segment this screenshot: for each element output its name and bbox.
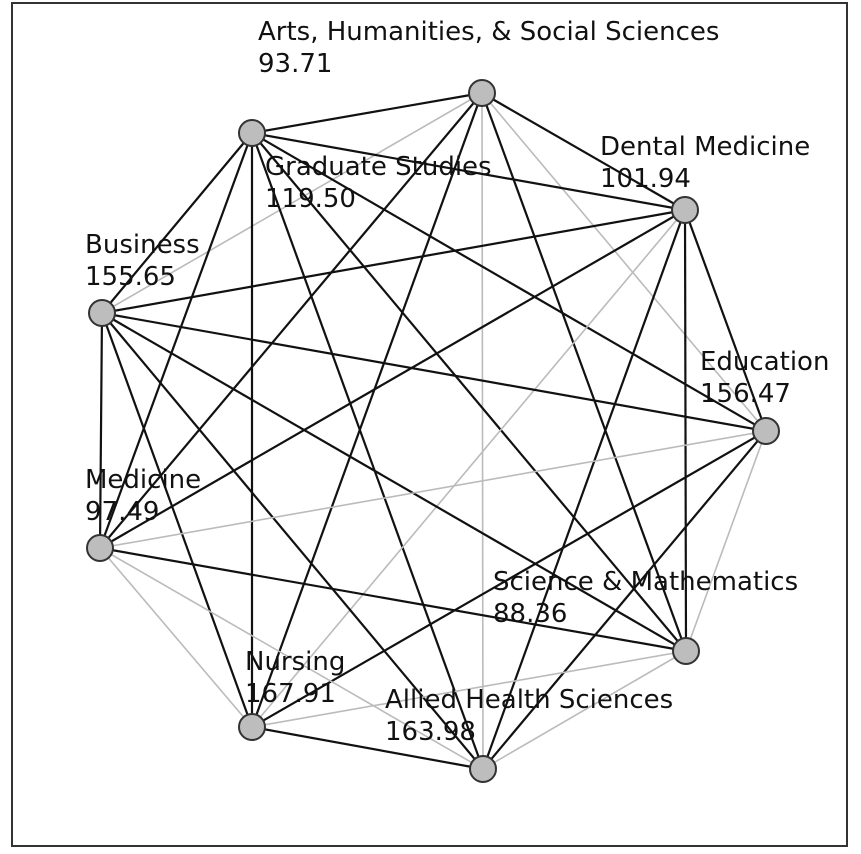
edge	[98, 312, 104, 549]
edge	[480, 92, 688, 652]
edge	[99, 547, 253, 728]
edge	[101, 312, 484, 770]
edge	[99, 92, 483, 549]
node	[238, 119, 266, 147]
node-label: Medicine	[85, 465, 201, 495]
edge	[98, 132, 254, 549]
node-label: Education	[700, 347, 829, 377]
edge	[99, 547, 484, 770]
edge	[683, 209, 768, 432]
node	[752, 417, 780, 445]
node-value: 156.47	[700, 379, 791, 409]
edge	[685, 430, 767, 652]
edge	[250, 132, 485, 770]
node-value: 93.71	[258, 49, 332, 79]
edge	[99, 430, 767, 549]
node	[88, 299, 116, 327]
edge	[101, 92, 483, 314]
edge	[250, 92, 484, 728]
edge	[481, 209, 687, 770]
node-value: 163.98	[385, 717, 476, 747]
edge	[101, 312, 687, 652]
edge	[251, 209, 686, 728]
node-label: Arts, Humanities, & Social Sciences	[258, 17, 719, 47]
edge	[99, 209, 686, 549]
edge	[251, 91, 483, 135]
edge	[251, 430, 767, 728]
edge	[251, 650, 687, 728]
node	[671, 196, 699, 224]
node-value: 88.36	[493, 599, 567, 629]
node-value: 167.91	[245, 679, 336, 709]
edge	[251, 725, 484, 771]
node	[468, 79, 496, 107]
edge	[251, 131, 686, 212]
edge	[481, 92, 767, 432]
node-label: Business	[85, 230, 200, 260]
edge	[251, 132, 687, 652]
edge	[482, 650, 687, 770]
node-label: Allied Health Sciences	[385, 685, 673, 715]
node-label: Graduate Studies	[265, 152, 492, 182]
edge	[482, 430, 767, 770]
node-label: Science & Mathematics	[493, 567, 798, 597]
edge	[481, 92, 484, 770]
node-label: Nursing	[245, 647, 345, 677]
edge	[251, 132, 767, 432]
node	[469, 755, 497, 783]
node	[86, 534, 114, 562]
edge	[101, 311, 767, 433]
edge	[101, 208, 686, 315]
edge	[99, 546, 687, 653]
edge	[481, 92, 686, 211]
node-value: 155.65	[85, 262, 176, 292]
edge	[101, 132, 253, 314]
node-value: 119.50	[265, 184, 356, 214]
edge	[683, 209, 688, 652]
node-value: 101.94	[600, 164, 691, 194]
node	[238, 713, 266, 741]
node	[672, 637, 700, 665]
edge	[100, 312, 254, 728]
node-value: 97.49	[85, 497, 159, 527]
node-label: Dental Medicine	[600, 132, 810, 162]
